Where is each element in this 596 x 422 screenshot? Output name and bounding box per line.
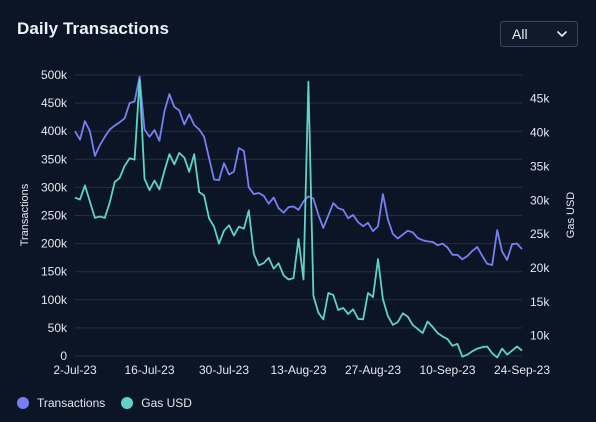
chevron-down-icon (557, 31, 567, 37)
right-tick-label: 10k (530, 329, 550, 343)
right-tick-label: 45k (530, 92, 550, 106)
right-tick-label: 20k (530, 261, 550, 275)
left-tick-label: 450k (41, 96, 68, 110)
x-tick-label: 13-Aug-23 (270, 363, 326, 377)
x-tick-label: 16-Jul-23 (124, 363, 174, 377)
right-axis-title: Gas USD (565, 192, 577, 239)
x-tick-label: 30-Jul-23 (199, 363, 249, 377)
left-tick-label: 350k (41, 152, 68, 166)
right-tick-label: 30k (530, 193, 550, 207)
right-tick-label: 40k (530, 126, 550, 140)
gas-usd-dot-icon (121, 397, 134, 409)
left-tick-label: 400k (41, 124, 68, 138)
range-dropdown-value: All (512, 26, 528, 42)
range-dropdown[interactable]: All (500, 21, 578, 47)
series-line-transactions (74, 75, 523, 266)
left-tick-label: 0 (60, 349, 67, 363)
left-tick-label: 50k (48, 321, 68, 335)
left-axis-ticks: 0 50k 100k 150k 200k 250k 300k 350k 400k 450k 500k (41, 68, 68, 363)
chart-title: Daily Transactions (17, 19, 170, 38)
transactions-dot-icon (17, 397, 29, 409)
series-line-gas-usd (74, 78, 523, 359)
right-axis-ticks: 10k 15k 20k 25k 30k 35k 40k 45k (530, 92, 550, 343)
left-tick-label: 250k (41, 209, 68, 223)
legend-label-gas-usd: Gas USD (141, 396, 192, 410)
left-tick-label: 500k (41, 68, 68, 82)
left-tick-label: 200k (41, 237, 68, 251)
right-tick-label: 25k (530, 227, 550, 241)
right-tick-label: 15k (530, 295, 550, 309)
legend-label-transactions: Transactions (37, 396, 106, 410)
x-axis-ticks: 2-Jul-23 16-Jul-23 30-Jul-23 13-Aug-23 27-Au… (53, 363, 550, 377)
x-tick-label: 10-Sep-23 (419, 363, 475, 377)
legend-item-gas-usd[interactable]: Gas USD (121, 396, 192, 410)
x-tick-label: 2-Jul-23 (53, 363, 97, 377)
left-axis-title: Transactions (19, 183, 31, 246)
left-tick-label: 150k (41, 265, 68, 279)
legend-item-transactions[interactable]: Transactions (17, 396, 105, 410)
x-tick-label: 24-Sep-23 (494, 363, 550, 377)
series-lines (74, 75, 523, 359)
x-tick-label: 27-Aug-23 (345, 363, 401, 377)
left-tick-label: 100k (41, 293, 68, 307)
legend: Transactions Gas USD (17, 396, 208, 410)
left-tick-label: 300k (41, 180, 68, 194)
grid-lines (75, 74, 522, 357)
right-tick-label: 35k (530, 159, 550, 173)
